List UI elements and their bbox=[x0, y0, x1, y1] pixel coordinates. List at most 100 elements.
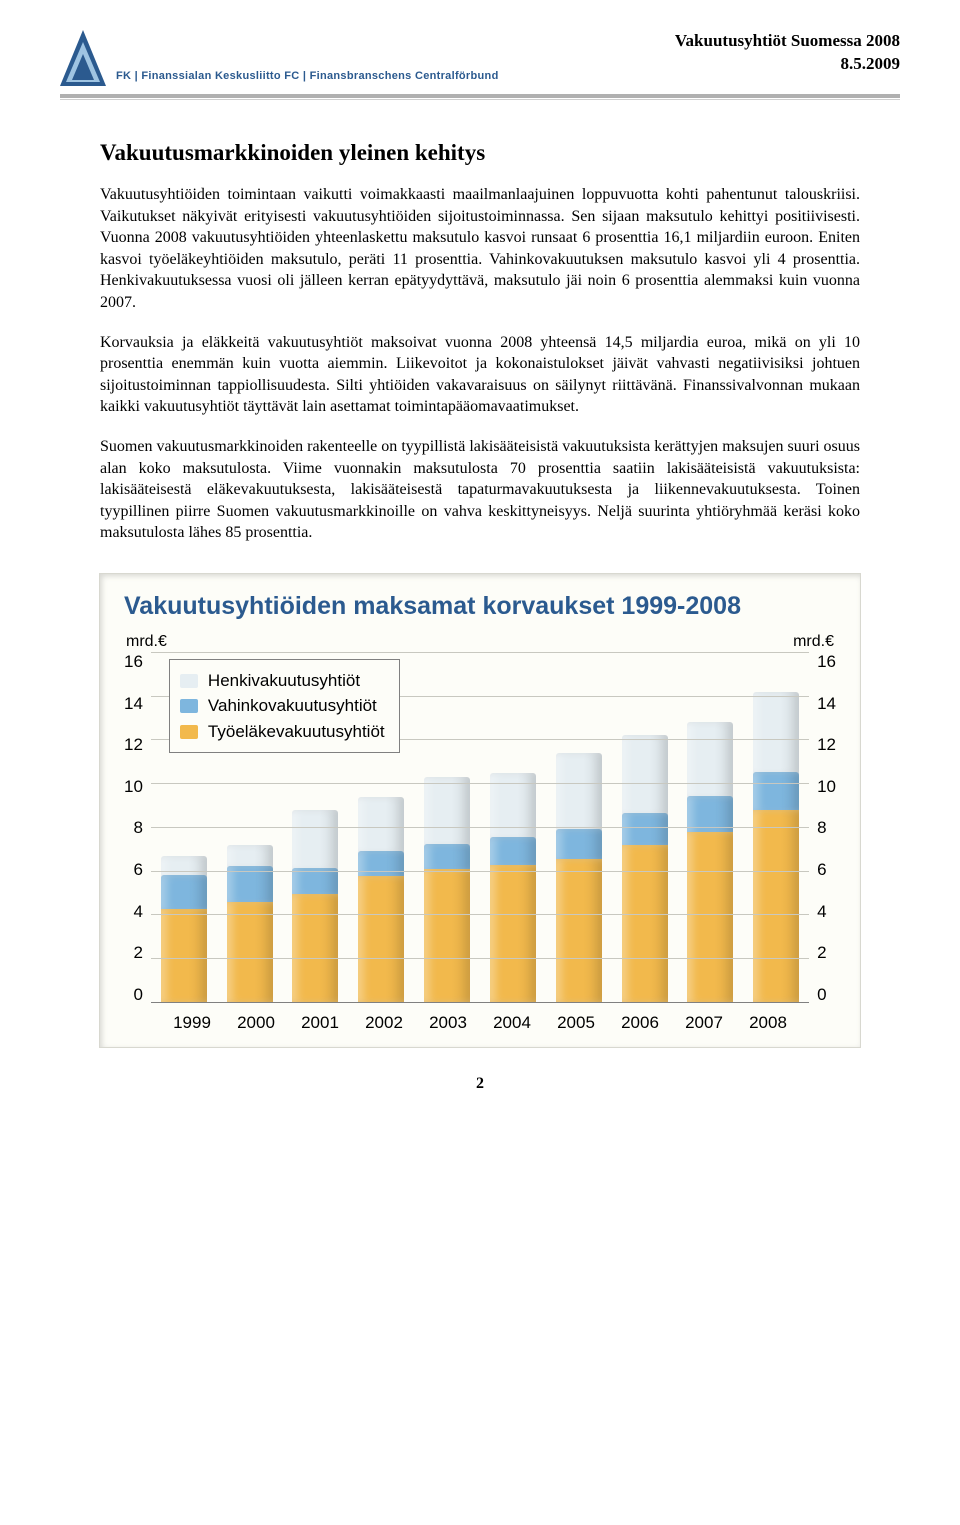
body-paragraph: Korvauksia ja eläkkeitä vakuutusyhtiöt m… bbox=[100, 332, 860, 418]
org-logo-block: FK | Finanssialan Keskusliitto FC | Fina… bbox=[60, 30, 499, 86]
section-title: Vakuutusmarkkinoiden yleinen kehitys bbox=[100, 140, 860, 166]
x-tick: 2007 bbox=[681, 1013, 727, 1033]
y-unit-left: mrd.€ bbox=[126, 633, 167, 651]
bar bbox=[292, 810, 338, 1003]
chart-frame: Vakuutusyhtiöiden maksamat korvaukset 19… bbox=[100, 574, 860, 1047]
x-tick: 2003 bbox=[425, 1013, 471, 1033]
y-tick: 14 bbox=[124, 695, 143, 712]
org-name: FK | Finanssialan Keskusliitto FC | Fina… bbox=[116, 70, 499, 86]
y-tick: 8 bbox=[817, 819, 836, 836]
legend-swatch-icon bbox=[180, 725, 198, 739]
bar-segment bbox=[161, 875, 207, 912]
bar-segment bbox=[424, 777, 470, 847]
bar bbox=[424, 777, 470, 1003]
y-tick: 2 bbox=[124, 944, 143, 961]
y-tick: 6 bbox=[817, 861, 836, 878]
bar-segment bbox=[227, 902, 273, 1003]
header-rule-thin bbox=[60, 99, 900, 100]
doc-date: 8.5.2009 bbox=[675, 53, 900, 76]
bar-segment bbox=[556, 829, 602, 862]
grid-line bbox=[151, 652, 809, 653]
chart-plot: HenkivakuutusyhtiötVahinkovakuutusyhtiöt… bbox=[151, 653, 809, 1003]
content-area: Vakuutusmarkkinoiden yleinen kehitys Vak… bbox=[60, 140, 900, 1093]
bar-segment bbox=[753, 692, 799, 775]
x-tick: 2006 bbox=[617, 1013, 663, 1033]
bar-segment bbox=[292, 810, 338, 871]
grid-line bbox=[151, 958, 809, 959]
grid-line bbox=[151, 914, 809, 915]
y-tick: 8 bbox=[124, 819, 143, 836]
y-tick: 16 bbox=[817, 653, 836, 670]
grid-line bbox=[151, 783, 809, 784]
body-paragraph: Vakuutusyhtiöiden toimintaan vaikutti vo… bbox=[100, 184, 860, 314]
y-tick: 14 bbox=[817, 695, 836, 712]
legend-label: Työeläkevakuutusyhtiöt bbox=[208, 719, 385, 745]
baseline bbox=[151, 1002, 809, 1003]
legend-row: Vahinkovakuutusyhtiöt bbox=[180, 693, 385, 719]
header-rule-thick bbox=[60, 94, 900, 98]
x-axis: 1999 2000 2001 2002 2003 2004 2005 2006 2007 2008 bbox=[124, 1013, 836, 1033]
bar-segment bbox=[753, 810, 799, 1003]
page-header: FK | Finanssialan Keskusliitto FC | Fina… bbox=[60, 30, 900, 86]
bar-segment bbox=[490, 865, 536, 1003]
doc-title-block: Vakuutusyhtiöt Suomessa 2008 8.5.2009 bbox=[675, 30, 900, 76]
grid-line bbox=[151, 871, 809, 872]
chart-legend: HenkivakuutusyhtiötVahinkovakuutusyhtiöt… bbox=[169, 659, 400, 754]
triangle-logo-icon bbox=[60, 30, 106, 86]
bar bbox=[556, 753, 602, 1003]
chart-unit-row: mrd.€ mrd.€ bbox=[124, 633, 836, 653]
chart-title: Vakuutusyhtiöiden maksamat korvaukset 19… bbox=[124, 592, 836, 621]
legend-row: Työeläkevakuutusyhtiöt bbox=[180, 719, 385, 745]
grid-line bbox=[151, 827, 809, 828]
y-tick: 10 bbox=[124, 778, 143, 795]
bar bbox=[753, 692, 799, 1003]
x-tick: 2005 bbox=[553, 1013, 599, 1033]
bar-segment bbox=[358, 851, 404, 879]
bar-segment bbox=[753, 772, 799, 814]
legend-label: Vahinkovakuutusyhtiöt bbox=[208, 693, 377, 719]
bar-segment bbox=[622, 813, 668, 848]
bar-segment bbox=[424, 844, 470, 872]
y-tick: 2 bbox=[817, 944, 836, 961]
bar-segment bbox=[358, 876, 404, 1003]
body-paragraph: Suomen vakuutusmarkkinoiden rakenteelle … bbox=[100, 436, 860, 544]
x-tick: 2001 bbox=[297, 1013, 343, 1033]
legend-swatch-icon bbox=[180, 674, 198, 688]
bar-segment bbox=[227, 866, 273, 905]
y-tick: 12 bbox=[817, 736, 836, 753]
bar bbox=[161, 856, 207, 1003]
x-tick: 2008 bbox=[745, 1013, 791, 1033]
legend-label: Henkivakuutusyhtiöt bbox=[208, 668, 360, 694]
bar bbox=[687, 722, 733, 1003]
x-tick: 2000 bbox=[233, 1013, 279, 1033]
bar-segment bbox=[292, 868, 338, 896]
bar bbox=[490, 773, 536, 1003]
y-tick: 4 bbox=[124, 903, 143, 920]
y-unit-right: mrd.€ bbox=[793, 633, 834, 651]
y-tick: 10 bbox=[817, 778, 836, 795]
y-axis-left: 1614121086420 bbox=[124, 653, 151, 1003]
bar bbox=[622, 735, 668, 1002]
bar-segment bbox=[490, 837, 536, 868]
bar-segment bbox=[687, 722, 733, 799]
bar-segment bbox=[622, 735, 668, 816]
x-tick: 1999 bbox=[169, 1013, 215, 1033]
y-tick: 0 bbox=[124, 986, 143, 1003]
legend-swatch-icon bbox=[180, 699, 198, 713]
bar-segment bbox=[687, 832, 733, 1003]
bar-segment bbox=[292, 894, 338, 1003]
doc-title: Vakuutusyhtiöt Suomessa 2008 bbox=[675, 30, 900, 53]
y-tick: 16 bbox=[124, 653, 143, 670]
x-tick: 2002 bbox=[361, 1013, 407, 1033]
bar-segment bbox=[424, 869, 470, 1002]
bar-segment bbox=[556, 859, 602, 1003]
y-tick: 6 bbox=[124, 861, 143, 878]
page-container: FK | Finanssialan Keskusliitto FC | Fina… bbox=[0, 0, 960, 1133]
page-number: 2 bbox=[100, 1075, 860, 1093]
bar-segment bbox=[358, 797, 404, 854]
bar-segment bbox=[622, 845, 668, 1003]
y-tick: 0 bbox=[817, 986, 836, 1003]
x-tick: 2004 bbox=[489, 1013, 535, 1033]
bar-segment bbox=[161, 909, 207, 1003]
legend-row: Henkivakuutusyhtiöt bbox=[180, 668, 385, 694]
